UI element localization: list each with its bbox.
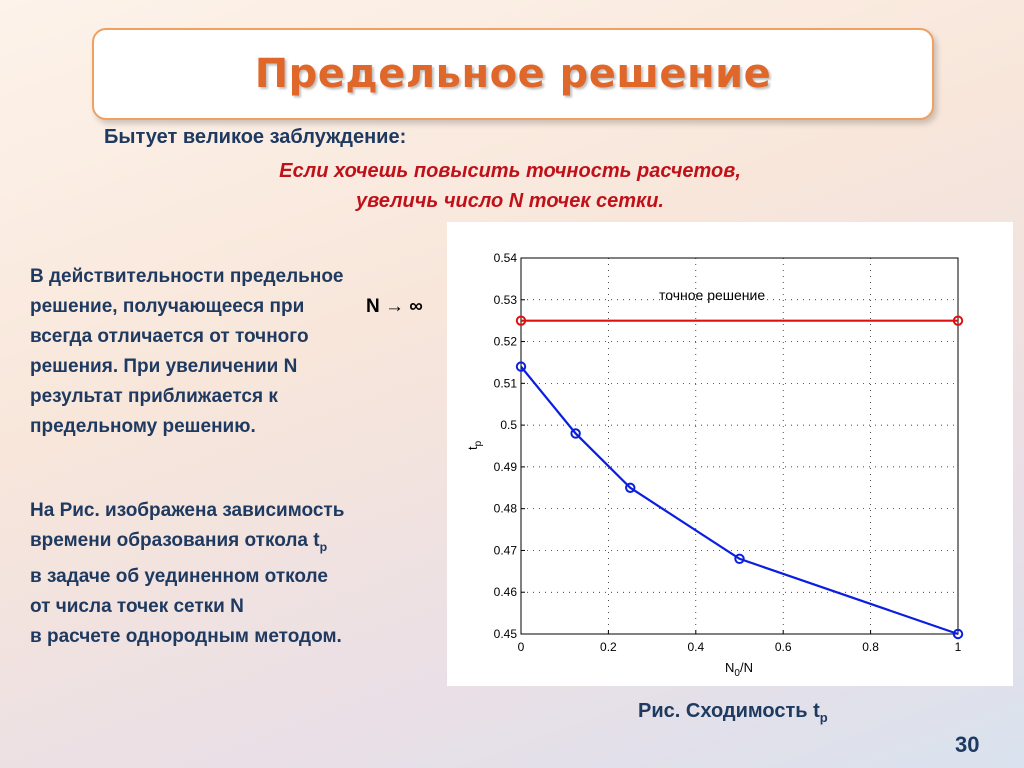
x-axis-label-sub: 0 — [734, 668, 740, 679]
x-tick-label: 0.8 — [862, 640, 879, 654]
data-point — [952, 315, 964, 326]
explanation-line: В действительности предельное — [30, 266, 344, 287]
convergence-chart: 0 0.2 0.4 0.6 0.8 1 0.45 0.46 0.47 0.48 0.49 0.5 0.5… — [465, 251, 964, 679]
x-axis-label-main: N — [725, 660, 734, 675]
y-axis-label: tp — [465, 440, 484, 450]
x-tick-label: 0.4 — [687, 640, 704, 654]
explanation-line: решения. При увеличении N — [30, 356, 298, 377]
data-point — [515, 361, 527, 372]
chart-annotation: точное решение — [659, 287, 765, 303]
slide-title: Предельное решение — [254, 51, 772, 97]
y-tick-label: 0.46 — [494, 585, 518, 599]
data-point — [952, 628, 964, 640]
description-line-text: времени образования откола t — [30, 530, 320, 551]
y-tick-label: 0.45 — [494, 627, 518, 641]
y-tick-label: 0.54 — [494, 251, 518, 265]
description-line: На Рис. изображена зависимость — [30, 500, 345, 521]
x-tick-label: 1 — [955, 640, 962, 654]
x-tick-label: 0.6 — [775, 640, 792, 654]
explanation-line: результат приближается к — [30, 386, 278, 407]
x-tick-label: 0.2 — [600, 640, 617, 654]
y-tick-label: 0.52 — [494, 335, 518, 349]
explanation-line: предельному решению. — [30, 416, 256, 437]
y-tick-label: 0.53 — [494, 293, 518, 307]
title-box: Предельное решение — [92, 28, 934, 120]
figure-caption: Рис. Сходимость tp — [638, 700, 828, 725]
x-axis-label: N0/N — [725, 660, 753, 679]
y-tick-label: 0.48 — [494, 502, 518, 516]
description-line: от числа точек сетки N — [30, 595, 244, 617]
y-tick-label: 0.5 — [500, 418, 517, 432]
figure-description: На Рис. изображена зависимость времени о… — [30, 496, 430, 652]
myth-label: Бытует великое заблуждение: — [104, 126, 407, 148]
x-axis-label-suffix: /N — [740, 660, 753, 675]
y-axis-label-sub: p — [473, 440, 484, 446]
description-line: в задаче об уединенном отколе — [30, 565, 328, 587]
limit-explanation: В действительности предельное решение, п… — [30, 262, 430, 442]
y-tick-label: 0.47 — [494, 543, 518, 557]
data-point — [734, 553, 745, 564]
myth-quote: Если хочешь повысить точность расчетов, … — [180, 156, 840, 216]
data-point — [570, 428, 581, 439]
y-tick-label: 0.51 — [494, 376, 518, 390]
page-number: 30 — [955, 732, 980, 757]
y-tick-label: 0.49 — [494, 460, 518, 474]
limit-expression: N → ∞ — [366, 296, 423, 317]
myth-quote-line2: увеличь число N точек сетки. — [356, 190, 664, 212]
data-point — [515, 315, 527, 326]
plot-frame — [520, 257, 959, 635]
myth-quote-line1: Если хочешь повысить точность расчетов, — [279, 160, 741, 182]
description-line: времени образования откола tp — [30, 526, 430, 562]
caption-text: Рис. Сходимость t — [638, 700, 820, 722]
x-tick-label: 0 — [518, 640, 525, 654]
data-point — [625, 482, 636, 493]
caption-subscript: p — [819, 710, 828, 725]
explanation-line: всегда отличается от точного — [30, 326, 309, 347]
y-axis-label-main: t — [465, 446, 480, 450]
description-line: в расчете однородным методом. — [30, 625, 342, 647]
series-line-1 — [520, 365, 959, 636]
chart-panel: 0 0.2 0.4 0.6 0.8 1 0.45 0.46 0.47 0.48 0.49 0.5 0.5… — [447, 222, 1013, 686]
description-subscript: p — [319, 539, 328, 554]
explanation-line: решение, получающееся при — [30, 296, 305, 317]
